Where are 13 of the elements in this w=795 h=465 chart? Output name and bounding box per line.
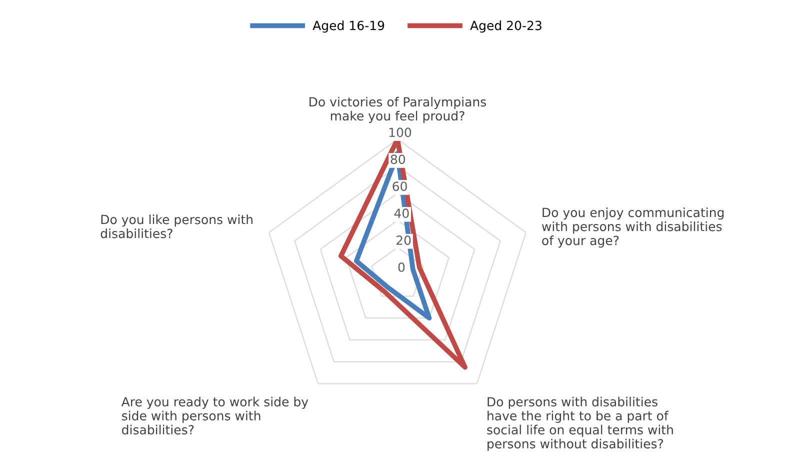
spoke-label: Do victories of Paralympians make you feel proud? xyxy=(310,96,486,123)
legend-label: Aged 16-19 xyxy=(312,20,384,33)
y-tick-label: 0 xyxy=(398,262,405,272)
y-tick-label: 40 xyxy=(394,208,409,218)
spoke-label: Do persons with disabilities have the right to be a part of social life on equal terms with persons without disabilities? xyxy=(487,396,673,451)
legend-label: Aged 20-23 xyxy=(470,20,542,33)
y-tick-label: 20 xyxy=(396,236,411,245)
y-tick-label: 80 xyxy=(390,154,406,164)
y-tick-label: 100 xyxy=(389,128,412,138)
y-tick-label: 60 xyxy=(392,182,407,192)
spoke-label: Are you ready to work side by side with persons with disabilities? xyxy=(121,396,308,434)
spoke-label: Do you enjoy communicating with persons with disabilities of your age? xyxy=(542,208,724,248)
spoke-label: Do you like persons with disabilities? xyxy=(100,214,252,238)
